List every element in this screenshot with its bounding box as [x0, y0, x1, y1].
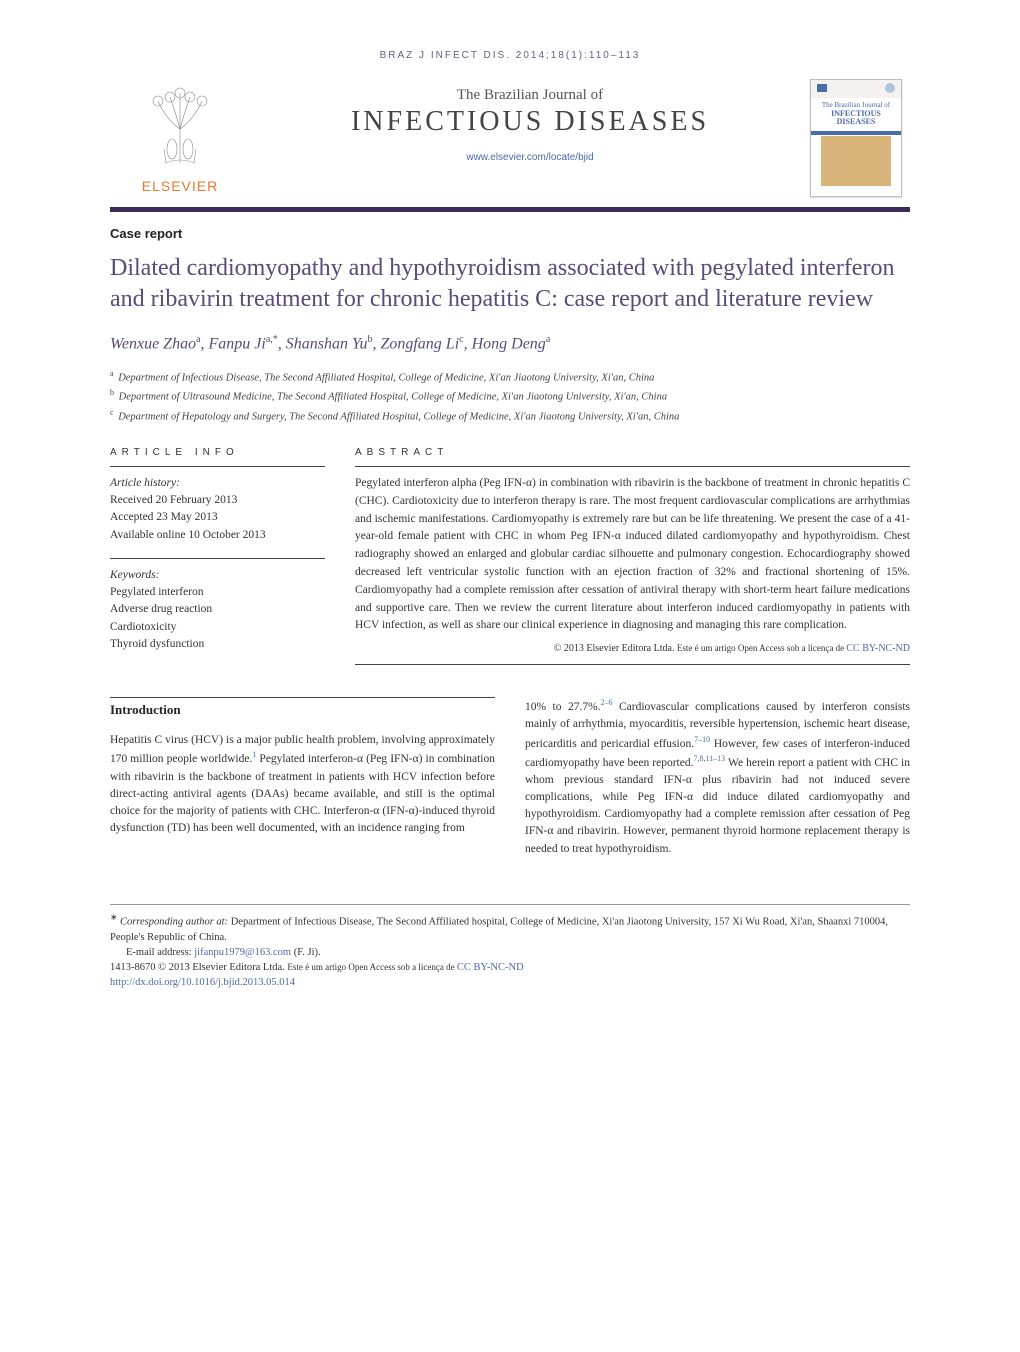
cover-title: INFECTIOUS DISEASES [813, 110, 899, 128]
journal-overline: The Brazilian Journal of [250, 87, 810, 104]
page: BRAZ J INFECT DIS. 2014;18(1):110–113 [0, 0, 1020, 1031]
corr-label: Corresponding author at: [120, 916, 228, 927]
article-info-heading: article info [110, 447, 325, 458]
running-head: BRAZ J INFECT DIS. 2014;18(1):110–113 [110, 50, 910, 61]
journal-block: The Brazilian Journal of INFECTIOUS DISE… [250, 79, 810, 163]
abstract-copyright: © 2013 Elsevier Editora Ltda. Este é um … [355, 643, 910, 654]
masthead: ELSEVIER The Brazilian Journal of INFECT… [110, 79, 910, 197]
keyword: Cardiotoxicity [110, 619, 325, 636]
copyright-pre: © 2013 Elsevier Editora Ltda. [554, 643, 675, 654]
keyword: Adverse drug reaction [110, 601, 325, 618]
affiliation: b Department of Ultrasound Medicine, The… [110, 387, 910, 405]
article-info-column: article info Article history: Received 2… [110, 447, 325, 667]
section-label: Case report [110, 226, 910, 241]
footnotes: ∗ Corresponding author at: Department of… [110, 904, 910, 991]
affiliation: a Department of Infectious Disease, The … [110, 368, 910, 386]
cover-thumb: The Brazilian Journal of INFECTIOUS DISE… [810, 79, 910, 197]
issn-line: 1413-8670 © 2013 Elsevier Editora Ltda. … [110, 960, 910, 975]
keyword: Pegylated interferon [110, 584, 325, 601]
copyright-license: Este é um artigo Open Access sob a licen… [677, 643, 846, 653]
keywords-list: Pegylated interferonAdverse drug reactio… [110, 584, 325, 653]
publisher-block: ELSEVIER [110, 79, 250, 194]
article-history: Article history: Received 20 February 20… [110, 475, 325, 544]
corresponding-author: ∗ Corresponding author at: Department of… [110, 911, 910, 945]
issn-cc-link[interactable]: CC BY-NC-ND [457, 962, 524, 973]
cc-link[interactable]: CC BY-NC-ND [846, 643, 910, 654]
journal-cover: The Brazilian Journal of INFECTIOUS DISE… [810, 79, 902, 197]
history-accepted: Accepted 23 May 2013 [110, 509, 325, 526]
abstract-column: abstract Pegylated interferon alpha (Peg… [355, 447, 910, 667]
doi-line: http://dx.doi.org/10.1016/j.bjid.2013.05… [110, 975, 910, 990]
issn-pre: 1413-8670 © 2013 Elsevier Editora Ltda. [110, 962, 287, 973]
body-column-left: Introduction Hepatitis C virus (HCV) is … [110, 697, 495, 858]
article-title: Dilated cardiomyopathy and hypothyroidis… [110, 253, 910, 314]
affiliations: a Department of Infectious Disease, The … [110, 368, 910, 425]
body-column-right: 10% to 27.7%.2–6 Cardiovascular complica… [525, 697, 910, 858]
corr-email[interactable]: jifanpu1979@163.com [194, 947, 291, 958]
journal-name: INFECTIOUS DISEASES [250, 106, 810, 138]
abstract-text: Pegylated interferon alpha (Peg IFN-α) i… [355, 475, 910, 635]
journal-url[interactable]: www.elsevier.com/locate/bjid [250, 152, 810, 163]
email-tail: (F. Ji). [291, 947, 321, 958]
corr-marker: ∗ [110, 912, 117, 922]
cover-image [821, 136, 891, 186]
email-label: E-mail address: [126, 947, 194, 958]
info-abstract-row: article info Article history: Received 2… [110, 447, 910, 667]
corr-email-line: E-mail address: jifanpu1979@163.com (F. … [110, 945, 910, 960]
intro-text-left: Hepatitis C virus (HCV) is a major publi… [110, 732, 495, 837]
affiliation: c Department of Hepatology and Surgery, … [110, 407, 910, 425]
keyword: Thyroid dysfunction [110, 636, 325, 653]
keywords-label: Keywords: [110, 567, 325, 584]
issn-license: Este é um artigo Open Access sob a licen… [287, 962, 456, 972]
body-columns: Introduction Hepatitis C virus (HCV) is … [110, 697, 910, 858]
intro-text-right: 10% to 27.7%.2–6 Cardiovascular complica… [525, 697, 910, 858]
doi-link[interactable]: http://dx.doi.org/10.1016/j.bjid.2013.05… [110, 977, 295, 988]
masthead-rule [110, 207, 910, 212]
elsevier-wordmark: ELSEVIER [110, 178, 250, 194]
history-label: Article history: [110, 475, 325, 492]
abstract-heading: abstract [355, 447, 910, 458]
history-online: Available online 10 October 2013 [110, 527, 325, 544]
history-received: Received 20 February 2013 [110, 492, 325, 509]
keywords-block: Keywords: Pegylated interferonAdverse dr… [110, 567, 325, 653]
intro-heading: Introduction [110, 697, 495, 718]
elsevier-tree-icon [110, 79, 250, 172]
author-list: Wenxue Zhaoa, Fanpu Jia,*, Shanshan Yub,… [110, 334, 910, 353]
